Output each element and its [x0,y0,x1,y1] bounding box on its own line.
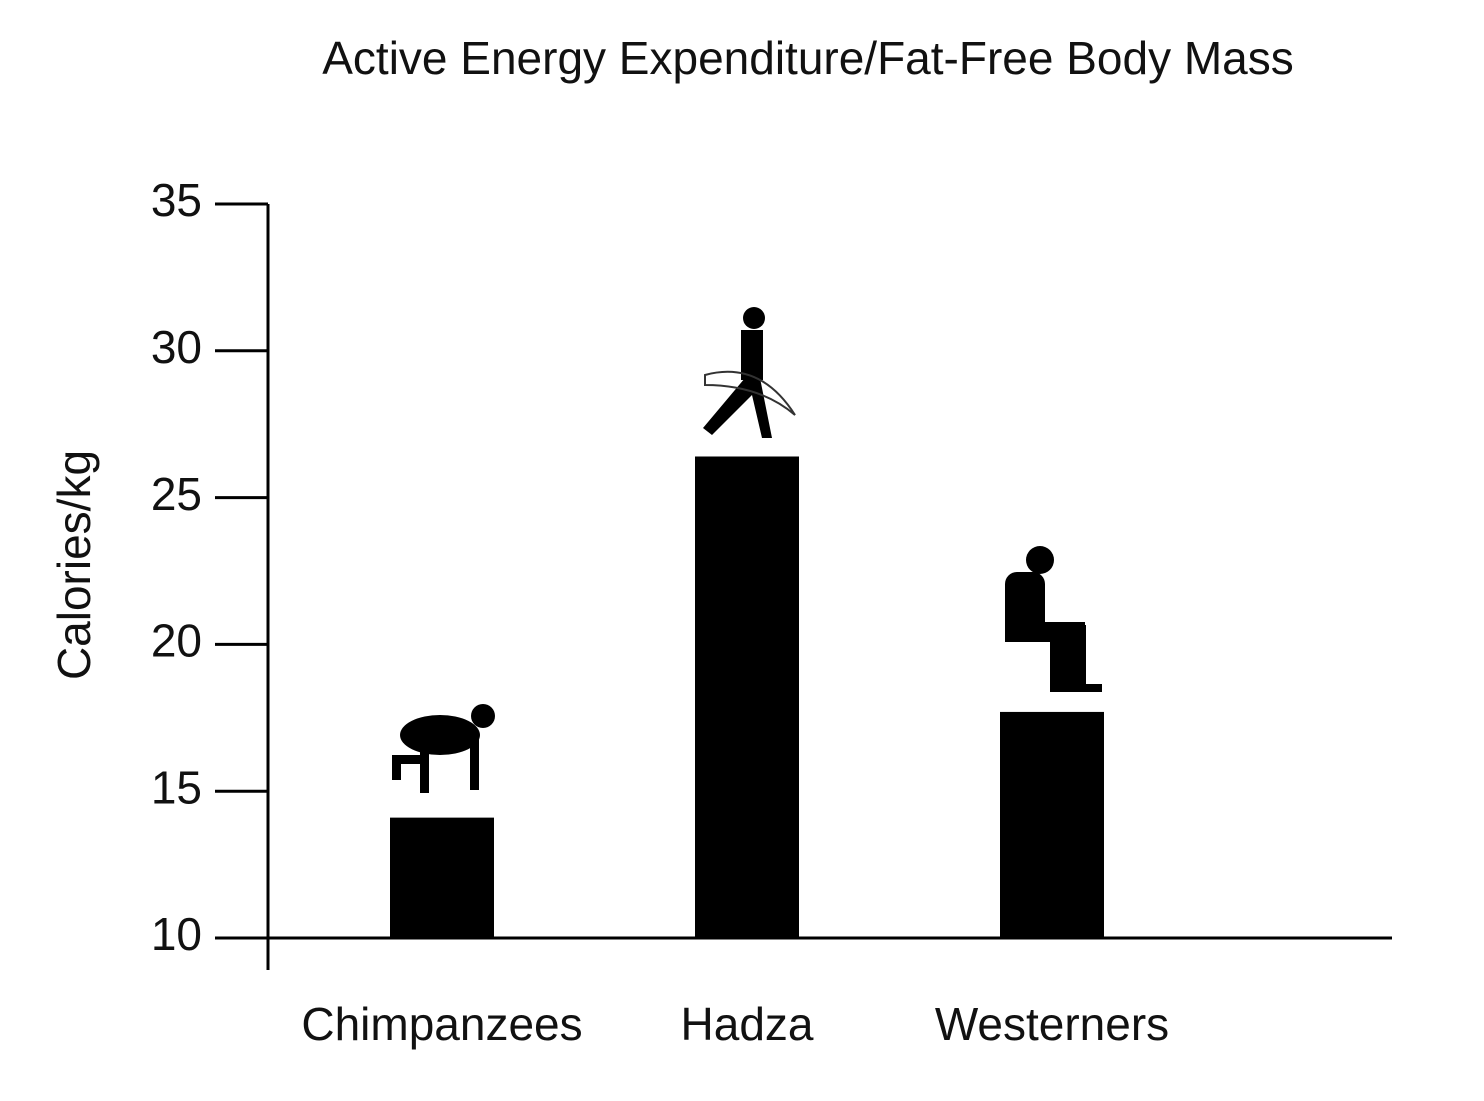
bar [390,817,494,938]
y-tick-label: 20 [151,615,202,667]
x-tick-label: Hadza [681,998,814,1050]
hadza-icon [703,307,796,438]
y-tick-label: 30 [151,321,202,373]
y-tick-label: 10 [151,908,202,960]
y-tick-label: 35 [151,174,202,226]
x-tick-label: Chimpanzees [301,998,582,1050]
x-tick-label: Westerners [935,998,1169,1050]
y-tick-label: 25 [151,468,202,520]
bar [695,456,799,938]
westerner-icon [1005,546,1102,692]
y-axis-label: Calories/kg [48,450,100,680]
chimp-icon [392,704,495,793]
bar [1000,711,1104,938]
y-tick-label: 15 [151,761,202,813]
chart-title: Active Energy Expenditure/Fat-Free Body … [322,32,1294,84]
